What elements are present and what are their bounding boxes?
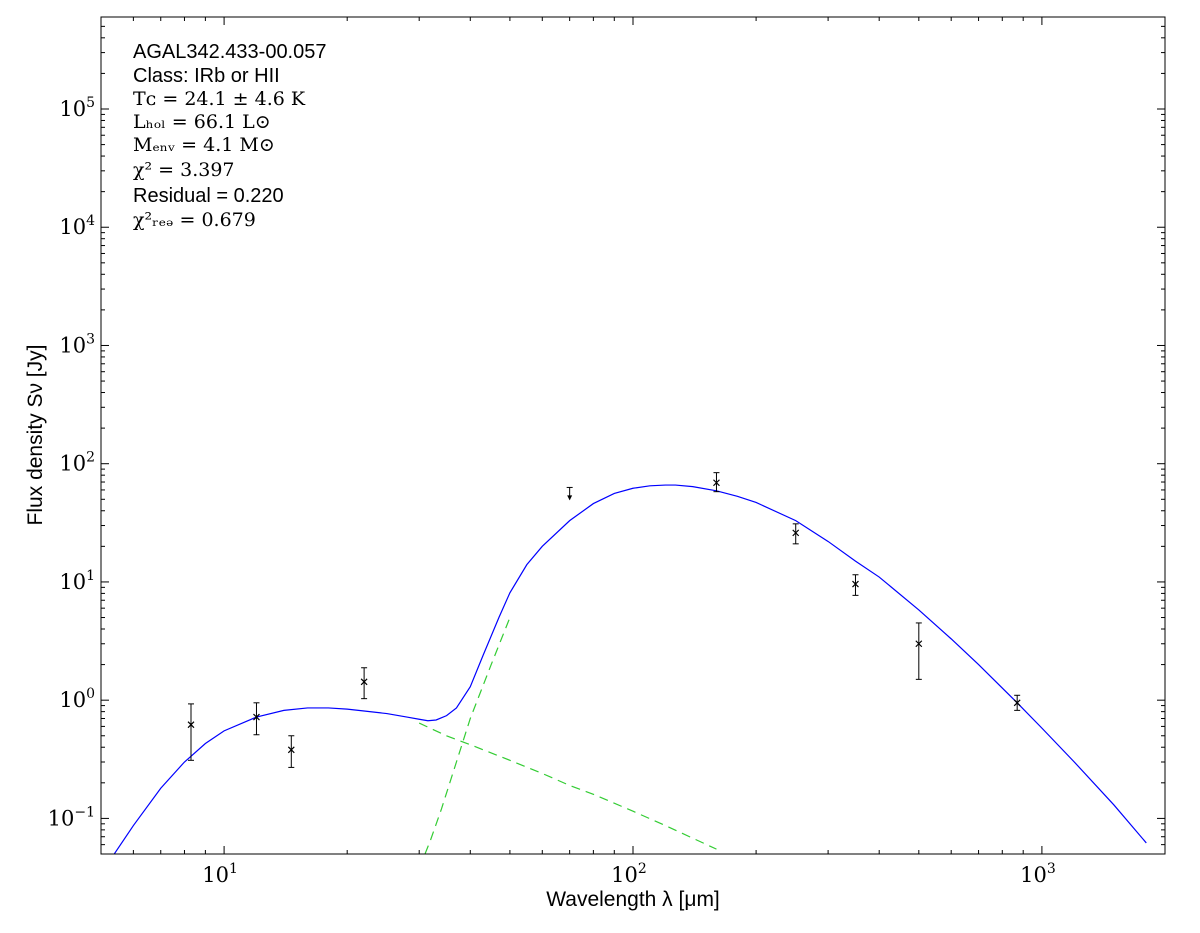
annotation-line: Mₑₙᵥ = 4.1 M⊙ [133,134,275,156]
x-tick-label: 101 [202,861,238,887]
x-axis-label: Wavelength λ [μm] [546,888,720,911]
data-point [360,667,368,700]
data-point [287,735,295,768]
y-tick-label: 101 [59,568,95,594]
total-fit-curve [113,484,1147,854]
data-point [253,702,260,736]
data-point [792,523,800,545]
point-marker [187,721,195,729]
annotation-line: χ² = 3.397 [133,159,235,181]
upper-limit-arrow [567,495,573,501]
y-tick-label: 100 [59,686,95,712]
point-marker [915,640,923,648]
plot-frame [100,16,1166,855]
data-points [187,472,1021,768]
component-curve-1 [418,722,717,850]
point-marker [792,529,800,537]
annotation-line: Lₕₒₗ = 66.1 L⊙ [133,111,271,133]
data-point [713,472,720,493]
point-marker [713,479,720,487]
annotation-line: AGAL342.433-00.057 [133,41,327,63]
axis-ticks: 101 102 103 10−1 100 101 102 103 104 105 [48,16,1166,887]
y-tick-label: 102 [59,450,95,476]
model-curves [113,484,1147,854]
y-tick-label: 103 [59,331,95,357]
y-axis-label: Flux density Sν [Jy] [24,345,47,526]
point-marker [253,713,260,721]
point-marker [360,678,368,686]
x-tick-label: 103 [1020,861,1056,887]
point-marker [1013,699,1021,707]
annotation-line: χ²ᵣₑₔ = 0.679 [133,209,256,231]
point-marker [852,580,859,588]
data-point [1013,694,1021,711]
data-point [852,574,859,596]
data-point [187,703,195,761]
annotation-line: Tᴄ = 24.1 ± 4.6 K [133,88,306,110]
x-tick-label: 102 [611,861,647,887]
component-curve-2 [424,617,511,854]
annotation-line: Class: IRb or HII [133,65,280,87]
y-tick-label: 104 [59,213,95,239]
annotation-line: Residual = 0.220 [133,185,284,207]
y-tick-label: 10−1 [48,804,95,830]
point-marker [287,746,295,754]
upper-limit-point [566,486,573,501]
plot-background [101,17,1165,854]
y-tick-label: 105 [59,95,95,121]
data-point [915,622,923,680]
